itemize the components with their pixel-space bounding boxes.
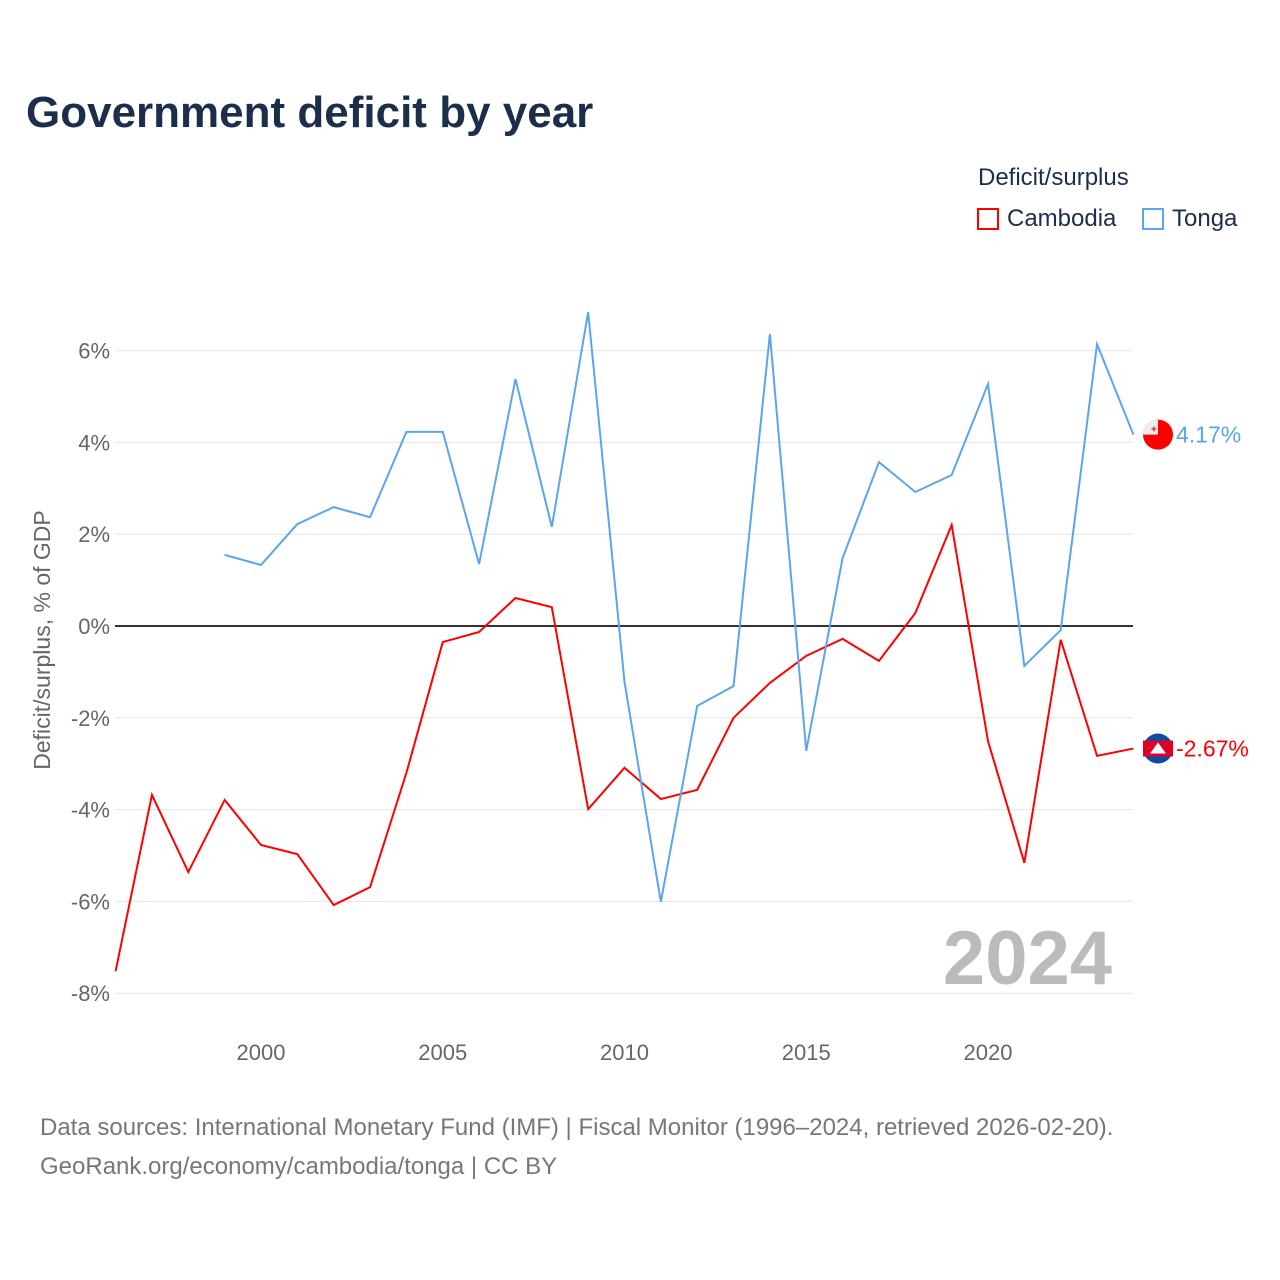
x-tick-label: 2015: [782, 1040, 831, 1065]
y-tick-label: 2%: [78, 522, 110, 547]
series-line-tonga: [224, 311, 1135, 903]
chart-title: Government deficit by year: [26, 88, 594, 137]
end-value-label: -2.67%: [1176, 736, 1249, 762]
year-watermark: 2024: [943, 916, 1112, 1001]
legend-item-cambodia[interactable]: Cambodia: [977, 205, 1116, 233]
legend-label: Tonga: [1172, 205, 1238, 232]
legend-title: Deficit/surplus: [978, 164, 1129, 191]
flag-temple: [1150, 742, 1166, 754]
legend-swatch: [1142, 208, 1164, 230]
legend-label: Cambodia: [1007, 205, 1117, 232]
y-tick-label: 6%: [78, 339, 110, 364]
y-axis-label: Deficit/surplus, % of GDP: [29, 510, 55, 769]
legend-item-tonga[interactable]: Tonga: [1142, 205, 1237, 233]
x-tick-label: 2005: [418, 1040, 467, 1065]
y-tick-label: 4%: [78, 430, 110, 455]
source-link[interactable]: GeoRank.org/economy/cambodia/tonga | CC …: [40, 1153, 558, 1180]
y-tick-label: -6%: [71, 889, 110, 914]
x-tick-label: 2000: [237, 1040, 286, 1065]
flag-canton: [1143, 419, 1158, 435]
legend-swatch: [977, 208, 999, 230]
source-line: Data sources: International Monetary Fun…: [40, 1114, 1114, 1141]
y-tick-label: 0%: [78, 614, 110, 639]
y-tick-label: -4%: [71, 798, 110, 823]
source-note: Data sources: International Monetary Fun…: [40, 1108, 1113, 1186]
end-value-label: 4.17%: [1176, 422, 1241, 448]
flag-cross: +: [1151, 425, 1157, 436]
series-line-cambodia: [114, 521, 1134, 972]
x-tick-label: 2020: [964, 1040, 1013, 1065]
x-tick-label: 2010: [600, 1040, 649, 1065]
y-tick-label: -2%: [71, 706, 110, 731]
y-tick-label: -8%: [71, 981, 110, 1006]
